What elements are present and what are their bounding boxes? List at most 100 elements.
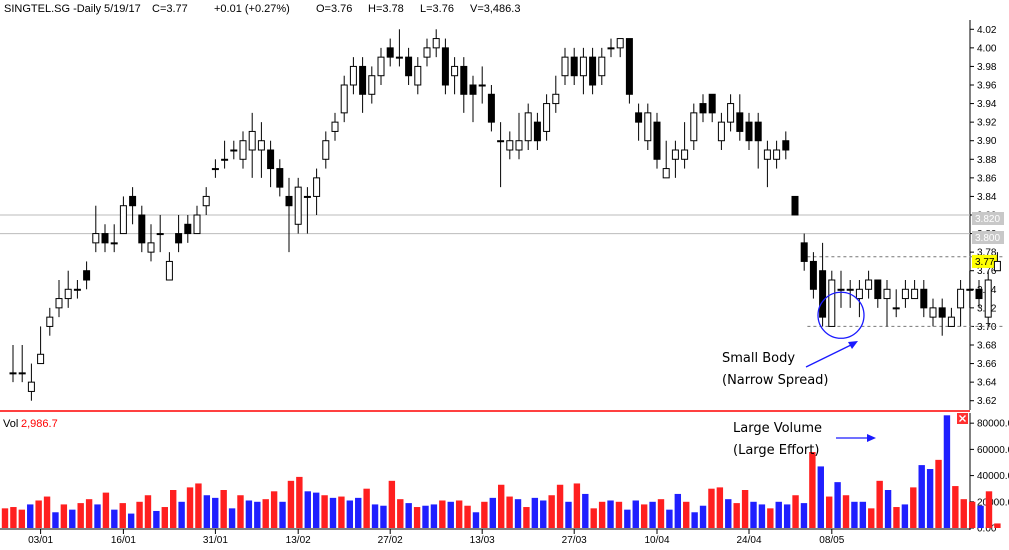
candle-body xyxy=(699,103,707,114)
price-tick-label: 3.98 xyxy=(977,62,997,73)
volume-bar xyxy=(540,500,547,528)
symbol-label: SINGTEL.SG -Daily xyxy=(4,3,102,15)
last-price-marker: 3.77 xyxy=(972,254,998,268)
volume-bar xyxy=(220,490,227,528)
time-tick-label: 10/04 xyxy=(644,535,669,546)
small-body-arrowhead xyxy=(848,341,858,349)
price-tick-label: 3.70 xyxy=(977,322,997,333)
volume-bar xyxy=(464,505,471,528)
open-label: O=3.76 xyxy=(316,3,352,15)
volume-bar xyxy=(144,495,152,528)
candle-body xyxy=(257,140,265,151)
volume-bar xyxy=(77,503,84,528)
volume-bar xyxy=(876,480,883,528)
candle-body xyxy=(276,168,284,188)
candle-body xyxy=(27,381,35,392)
candle-body xyxy=(340,84,348,114)
volume-bar xyxy=(85,499,93,528)
price-tick-label: 3.62 xyxy=(977,396,997,407)
large-volume-arrowhead xyxy=(867,434,876,442)
close-icon[interactable] xyxy=(957,413,968,424)
candle-body xyxy=(469,84,477,95)
volume-bar xyxy=(178,501,185,528)
volume-bar xyxy=(573,483,581,528)
price-tick-label: 3.78 xyxy=(977,248,997,259)
time-tick-label: 31/01 xyxy=(203,535,228,546)
volume-bar xyxy=(741,490,749,528)
volume-bar xyxy=(674,493,682,528)
small-body-circle xyxy=(817,291,865,339)
candle-body xyxy=(984,279,992,318)
candle-body xyxy=(671,149,679,160)
volume-bar xyxy=(868,508,875,528)
candle-body xyxy=(874,279,882,300)
volume-bar xyxy=(994,523,1001,528)
candle-body xyxy=(552,93,560,105)
candle-body xyxy=(846,288,854,291)
volume-panel-label: Vol xyxy=(3,418,18,430)
candle-body xyxy=(395,56,403,59)
volume-bar xyxy=(363,488,370,528)
volume-bar xyxy=(94,504,101,528)
candle-body xyxy=(644,112,652,142)
volume-bar xyxy=(422,505,429,528)
volume-bar xyxy=(935,459,942,528)
volume-bar xyxy=(111,509,118,528)
low-label: L=3.76 xyxy=(420,3,454,15)
volume-bar xyxy=(884,490,892,528)
candle-body xyxy=(929,307,937,318)
large-volume-text-2: (Large Effort) xyxy=(733,443,819,458)
candle-body xyxy=(441,47,449,86)
volume-bar xyxy=(640,504,648,528)
candle-body xyxy=(101,233,109,244)
candle-body xyxy=(110,242,118,245)
candle-body xyxy=(156,233,164,236)
candle-body xyxy=(138,214,146,244)
volume-bar xyxy=(203,495,211,528)
candle-body xyxy=(37,353,45,365)
volume-bar xyxy=(598,501,606,528)
candle-body xyxy=(598,56,606,77)
candle-body xyxy=(957,288,965,309)
time-axis-ticks: 03/01 16/01 31/01 13/02 27/02 13/03 27/03 10/04… xyxy=(28,529,845,546)
volume-bar xyxy=(312,492,320,528)
volume-bar xyxy=(35,500,42,528)
volume-bar xyxy=(43,496,51,528)
volume-bar xyxy=(102,492,110,528)
price-marker-3820-label: 3.820 xyxy=(975,214,1000,225)
candle-body xyxy=(313,177,321,197)
volume-bar xyxy=(825,496,833,528)
candle-body xyxy=(248,130,256,151)
candle-body xyxy=(947,316,955,327)
volume-bar xyxy=(195,483,202,528)
time-tick-label: 24/04 xyxy=(736,535,761,546)
volume-bar xyxy=(413,507,421,528)
volume-bar xyxy=(498,484,505,528)
candle-body xyxy=(708,93,716,114)
volume-bar xyxy=(321,495,328,528)
volume-bar xyxy=(657,499,665,528)
candle-body xyxy=(405,56,413,77)
candle-body xyxy=(497,140,505,143)
candle-body xyxy=(322,140,330,160)
small-body-text-1: Small Body xyxy=(722,351,795,366)
volume-bar xyxy=(901,504,909,528)
volume-bar xyxy=(279,501,286,528)
volume-bar xyxy=(556,484,564,528)
volume-bar xyxy=(237,495,244,528)
volume-bar xyxy=(506,496,513,528)
time-tick-label: 27/03 xyxy=(562,535,587,546)
volume-bar xyxy=(968,501,976,528)
candle-body xyxy=(432,38,440,49)
volume-bar xyxy=(127,513,135,528)
volume-bar xyxy=(153,510,160,528)
volume-bar xyxy=(304,491,311,528)
volume-bar xyxy=(52,512,59,528)
candle-body xyxy=(837,288,845,291)
candle-body xyxy=(690,112,698,142)
candle-body xyxy=(616,38,624,49)
volume-bar xyxy=(783,504,791,528)
candle-body xyxy=(975,288,983,300)
volume-bar xyxy=(119,503,126,528)
